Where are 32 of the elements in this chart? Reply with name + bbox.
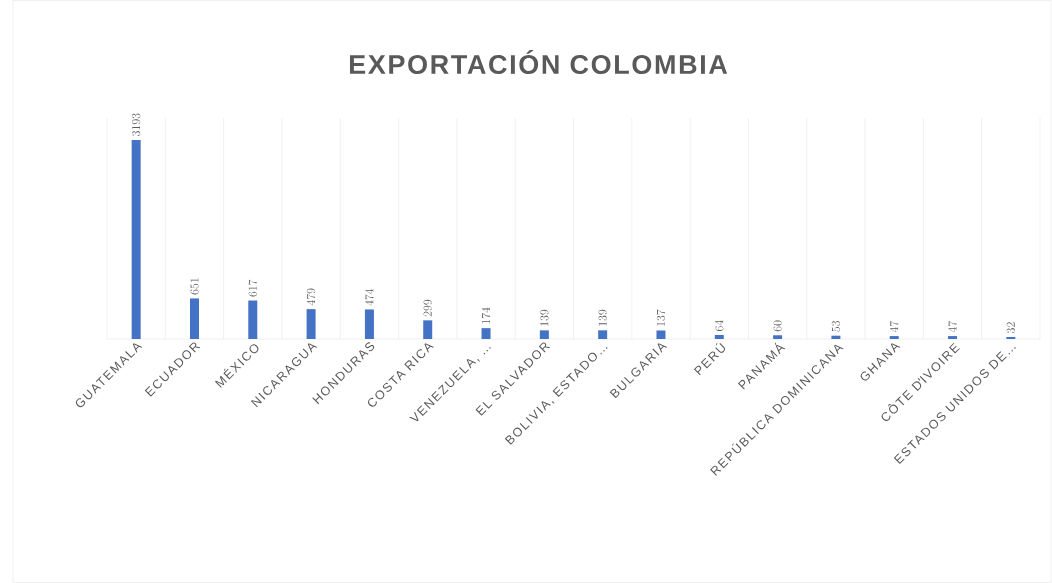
bar [831,335,841,339]
bar [539,330,549,339]
bar [948,336,958,339]
data-label: 32 [1006,322,1015,333]
data-label: 139 [540,309,549,326]
bar [423,320,433,339]
data-label: 617 [248,279,257,297]
data-label: 3193 [132,113,141,136]
bar [481,328,491,339]
data-label: 174 [481,307,491,324]
data-label: 474 [365,288,374,306]
bar [306,309,316,339]
data-label: 651 [190,278,199,295]
bar [598,330,608,339]
data-label: 47 [890,321,899,333]
data-label: 53 [831,320,841,332]
data-label: 299 [423,299,432,317]
data-label: 139 [598,309,607,326]
bar [656,330,666,339]
data-label: 479 [306,288,316,306]
chart-title: EXPORTACIÓN COLOMBIA [349,49,728,75]
bar [364,309,374,339]
bar [714,335,724,339]
bar [131,139,141,339]
data-label: 64 [715,320,724,331]
data-label: 60 [773,320,782,332]
bar [773,335,783,339]
data-label: 137 [656,309,666,326]
bar [248,300,258,339]
data-label: 47 [948,321,957,333]
bar [189,298,199,339]
bar [889,336,899,339]
